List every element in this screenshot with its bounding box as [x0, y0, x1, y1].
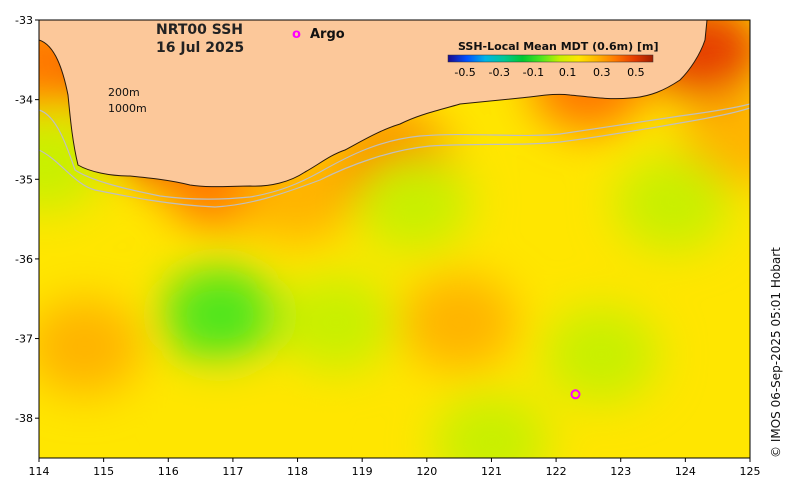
imos-credit-text: © IMOS 06-Sep-2025 05:01 Hobart [769, 247, 783, 458]
colorbar-tick-label: 0.5 [627, 66, 645, 79]
colorbar: SSH-Local Mean MDT (0.6m) [m] -0.5 -0.3 -0… [447, 40, 658, 79]
anomaly-blob [278, 274, 395, 371]
x-tick-label: 117 [222, 465, 243, 478]
y-tick-label: -38 [15, 412, 33, 425]
x-tick-label: 121 [481, 465, 502, 478]
isobath-200m-line [39, 103, 750, 200]
x-tick-label: 122 [546, 465, 567, 478]
anomaly-blob [355, 155, 472, 252]
x-tick-label: 124 [675, 465, 696, 478]
colorbar-tick-label: -0.1 [523, 66, 544, 79]
map-title-product: NRT00 SSH [156, 22, 243, 38]
colorbar-tick-label: -0.3 [489, 66, 510, 79]
colorbar-tick-label: -0.5 [454, 66, 475, 79]
colorbar-title: SSH-Local Mean MDT (0.6m) [m] [458, 40, 658, 53]
x-tick-label: 118 [287, 465, 308, 478]
colorbar-bar [447, 54, 654, 63]
y-tick-label: -37 [15, 333, 33, 346]
y-tick-label: -36 [15, 253, 33, 266]
x-tick-label: 120 [416, 465, 437, 478]
colorbar-tick-label: 0.1 [559, 66, 577, 79]
x-axis-ticks: 114 115 116 117 118 119 120 121 122 123 124 125 [29, 458, 761, 478]
colorbar-tick-label: 0.3 [593, 66, 611, 79]
anomaly-blob [433, 394, 550, 458]
y-tick-label: -34 [15, 94, 33, 107]
argo-legend-label: Argo [310, 27, 345, 42]
isobath-1000m-line [39, 107, 750, 208]
x-tick-label: 116 [158, 465, 179, 478]
plot-frame [38, 19, 751, 459]
y-tick-label: -35 [15, 173, 33, 186]
x-tick-label: 125 [740, 465, 761, 478]
argo-float-marker[interactable] [570, 389, 581, 400]
x-tick-label: 115 [93, 465, 114, 478]
anomaly-blob [614, 155, 731, 252]
argo-floats-layer [570, 389, 581, 400]
depth-label-1000m: 1000m [108, 102, 147, 115]
anomaly-blob [401, 274, 518, 371]
x-tick-label: 114 [29, 465, 50, 478]
plot-area [39, 20, 750, 458]
y-axis-ticks: -33 -34 -35 -36 -37 -38 [15, 14, 39, 425]
y-tick-label: -33 [15, 14, 33, 27]
anomaly-blob [161, 266, 278, 363]
anomaly-blob [187, 378, 304, 458]
x-tick-label: 119 [352, 465, 373, 478]
argo-legend-marker-icon: o [292, 27, 301, 42]
x-tick-label: 123 [610, 465, 631, 478]
depth-label-200m: 200m [108, 86, 140, 99]
colorbar-ticks: -0.5 -0.3 -0.1 0.1 0.3 0.5 [454, 66, 644, 79]
anomaly-blob [39, 298, 143, 395]
map-title-date: 16 Jul 2025 [156, 40, 244, 56]
anomaly-blob [543, 306, 660, 403]
